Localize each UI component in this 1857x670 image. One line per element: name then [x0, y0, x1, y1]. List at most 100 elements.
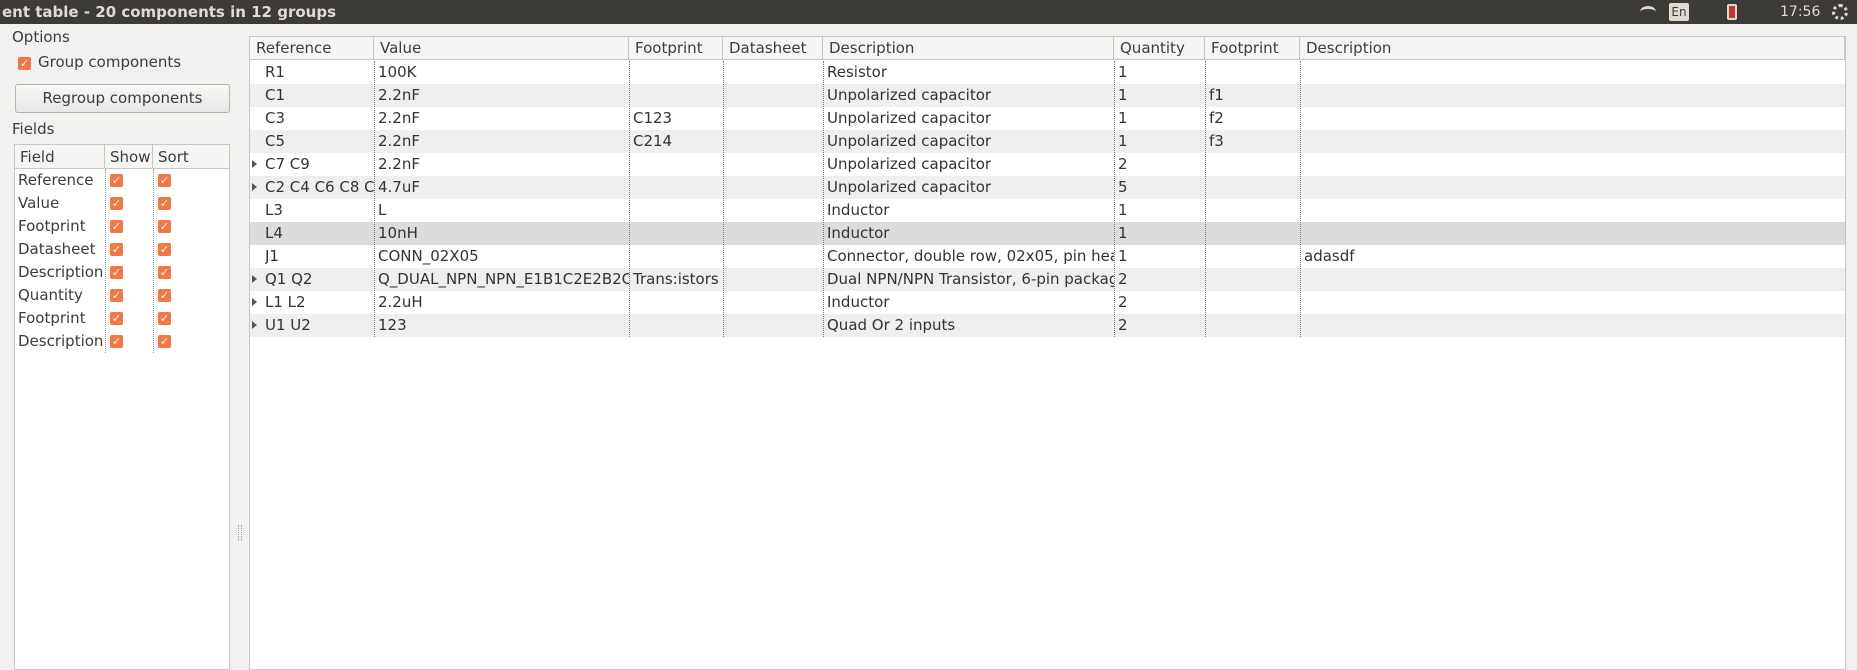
table-cell: 1: [1118, 201, 1128, 219]
table-header-cell[interactable]: Reference: [250, 37, 374, 60]
table-cell: [727, 314, 823, 337]
column-divider: [629, 61, 630, 337]
field-checkbox[interactable]: ✓: [110, 289, 123, 302]
group-checkbox[interactable]: ✓: [18, 57, 31, 70]
table-cell: [1304, 176, 1845, 199]
field-checkbox[interactable]: ✓: [158, 220, 171, 233]
column-divider: [105, 169, 106, 353]
fields-label: Fields: [12, 120, 55, 138]
field-checkbox[interactable]: ✓: [110, 174, 123, 187]
table-header-cell[interactable]: Footprint: [1205, 37, 1300, 60]
field-checkbox[interactable]: ✓: [110, 243, 123, 256]
table-cell: [727, 199, 823, 222]
field-checkbox[interactable]: ✓: [158, 243, 171, 256]
table-cell: 10nH: [378, 224, 418, 242]
table-cell: C7 C9: [265, 155, 310, 173]
field-name: Reference: [18, 171, 94, 189]
table-cell: Trans:istors: [633, 270, 719, 288]
title-bar: ent table - 20 components in 12 groups: [0, 0, 1857, 24]
table-cell: [1304, 291, 1845, 314]
table-row[interactable]: [250, 291, 1845, 314]
table-row[interactable]: [250, 176, 1845, 199]
field-checkbox[interactable]: ✓: [158, 312, 171, 325]
table-cell: [1304, 314, 1845, 337]
table-cell: C123: [633, 109, 673, 127]
wifi-icon[interactable]: [1640, 6, 1656, 18]
table-cell: [727, 245, 823, 268]
fields-list: Field Show Sort Reference ✓ ✓ Value ✓ ✓ Footprint…: [14, 144, 230, 670]
table-row[interactable]: [250, 107, 1845, 130]
table-row[interactable]: [250, 61, 1845, 84]
table-cell: Dual NPN/NPN Transistor, 6-pin package: [827, 270, 1114, 288]
table-cell: 2: [1118, 293, 1128, 311]
table-row[interactable]: [250, 153, 1845, 176]
field-checkbox[interactable]: ✓: [158, 266, 171, 279]
battery-icon[interactable]: [1727, 4, 1737, 20]
field-checkbox[interactable]: ✓: [158, 289, 171, 302]
regroup-button[interactable]: Regroup components: [15, 84, 230, 113]
table-row[interactable]: [250, 245, 1845, 268]
table-cell: 1: [1118, 247, 1128, 265]
field-checkbox[interactable]: ✓: [110, 335, 123, 348]
table-row[interactable]: [250, 268, 1845, 291]
clock[interactable]: 17:56: [1780, 4, 1821, 20]
table-cell: [633, 84, 723, 107]
table-cell: [1304, 199, 1845, 222]
field-checkbox[interactable]: ✓: [110, 220, 123, 233]
field-checkbox[interactable]: ✓: [110, 312, 123, 325]
table-cell: L4: [265, 224, 283, 242]
table-row[interactable]: [250, 314, 1845, 337]
expand-arrow[interactable]: [252, 275, 257, 283]
table-cell: 2: [1118, 155, 1128, 173]
table-cell: adasdf: [1304, 247, 1355, 265]
table-cell: Resistor: [827, 63, 887, 81]
table-cell: 123: [378, 316, 407, 334]
table-row[interactable]: [250, 84, 1845, 107]
table-cell: Unpolarized capacitor: [827, 155, 992, 173]
component-table: Reference Value Footprint Datasheet Descript…: [249, 36, 1846, 670]
expand-arrow[interactable]: [252, 321, 257, 329]
language-indicator[interactable]: En: [1669, 3, 1689, 21]
table-header-cell[interactable]: Quantity: [1114, 37, 1205, 60]
table-row[interactable]: [250, 199, 1845, 222]
field-checkbox[interactable]: ✓: [158, 335, 171, 348]
table-header-cell[interactable]: Value: [374, 37, 629, 60]
field-checkbox[interactable]: ✓: [110, 266, 123, 279]
table-header-cell[interactable]: Description: [823, 37, 1114, 60]
table-cell: 100K: [378, 63, 417, 81]
fields-header-cell[interactable]: Field: [15, 145, 105, 169]
expand-arrow[interactable]: [252, 183, 257, 191]
table-cell: 5: [1118, 178, 1128, 196]
settings-icon[interactable]: [1832, 4, 1848, 20]
table-cell: C1: [265, 86, 286, 104]
table-cell: [1304, 268, 1845, 291]
field-name: Quantity: [18, 286, 83, 304]
table-row[interactable]: [250, 130, 1845, 153]
table-cell: [727, 176, 823, 199]
table-header-cell[interactable]: Description: [1300, 37, 1845, 60]
table-cell: Q_DUAL_NPN_NPN_E1B1C2E2B2C1: [378, 270, 629, 288]
field-name: Description: [18, 263, 104, 281]
field-checkbox[interactable]: ✓: [110, 197, 123, 210]
fields-header-cell[interactable]: Show: [105, 145, 153, 169]
table-cell: Inductor: [827, 224, 890, 242]
group-checkbox-label[interactable]: Group components: [38, 53, 182, 71]
table-cell: L3: [265, 201, 283, 219]
table-cell: 2.2nF: [378, 86, 420, 104]
expand-arrow[interactable]: [252, 298, 257, 306]
table-header-cell[interactable]: Datasheet: [723, 37, 823, 60]
field-checkbox[interactable]: ✓: [158, 174, 171, 187]
table-header-cell[interactable]: Footprint: [629, 37, 723, 60]
table-row[interactable]: [250, 222, 1845, 245]
fields-header-cell[interactable]: Sort: [153, 145, 229, 169]
table-cell: 2: [1118, 270, 1128, 288]
table-cell: [727, 268, 823, 291]
field-checkbox[interactable]: ✓: [158, 197, 171, 210]
expand-arrow[interactable]: [252, 160, 257, 168]
splitter-handle[interactable]: [238, 525, 242, 541]
table-cell: [727, 291, 823, 314]
column-divider: [723, 61, 724, 337]
table-cell: Q1 Q2: [265, 270, 313, 288]
table-cell: Unpolarized capacitor: [827, 132, 992, 150]
table-cell: 1: [1118, 132, 1128, 150]
